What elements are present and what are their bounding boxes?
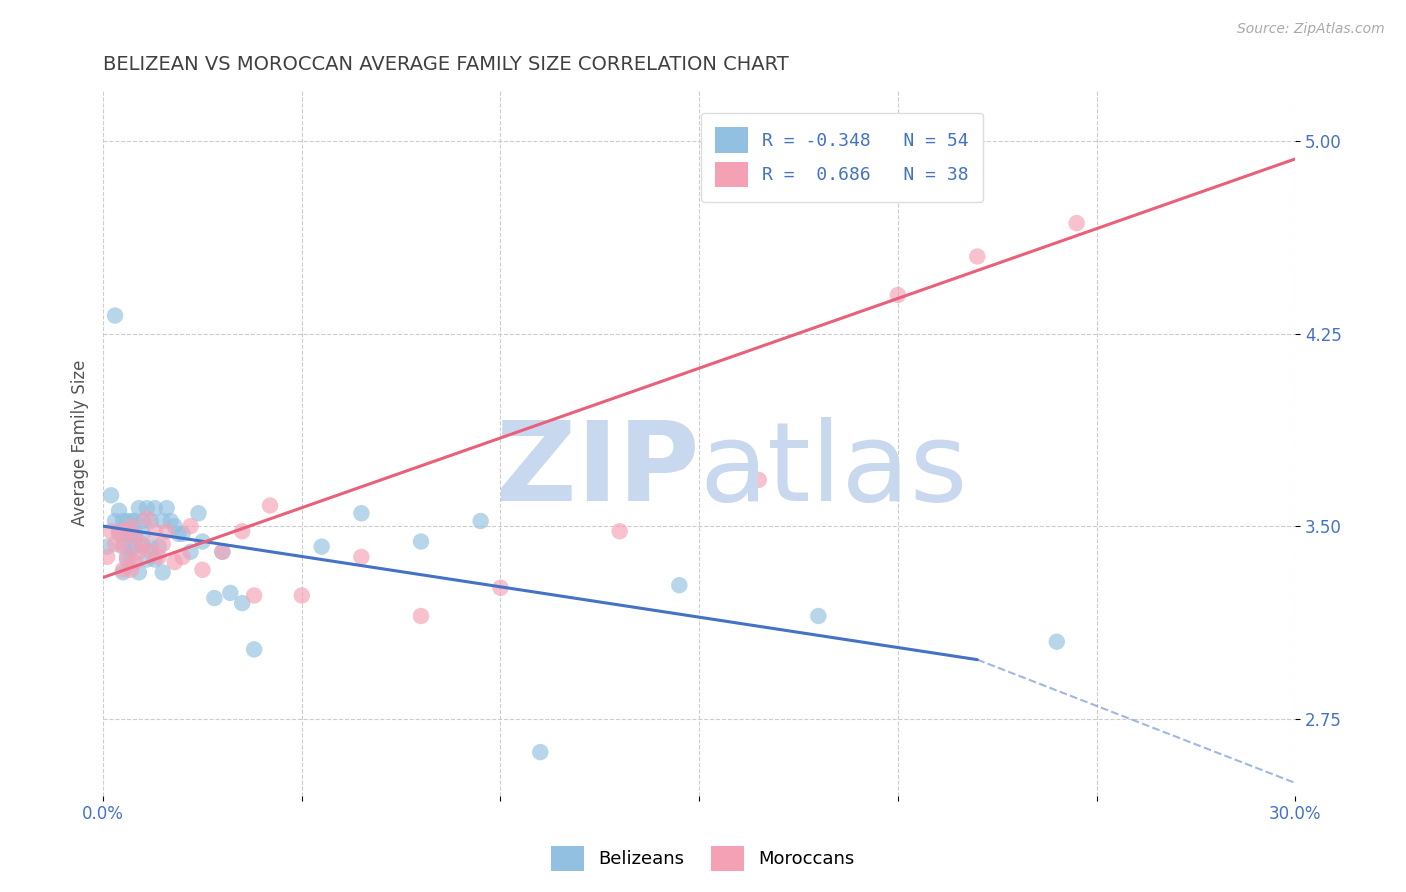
Point [108, 526, 131, 541]
Point [529, 745, 551, 759]
Point [120, 514, 142, 528]
Point [111, 563, 134, 577]
Point [104, 309, 127, 323]
Point [180, 519, 202, 533]
Point [172, 526, 194, 541]
Point [159, 514, 181, 528]
Point [163, 519, 186, 533]
Point [1066, 216, 1088, 230]
Point [887, 288, 910, 302]
Point [100, 488, 122, 502]
Point [128, 566, 150, 580]
Point [115, 552, 138, 566]
Point [115, 524, 138, 539]
Point [202, 591, 225, 605]
Point [135, 501, 157, 516]
Point [111, 537, 134, 551]
Point [96, 540, 118, 554]
Point [148, 540, 170, 554]
Point [111, 540, 134, 554]
Point [124, 540, 146, 554]
Point [115, 526, 138, 541]
Point [111, 514, 134, 528]
Point [152, 537, 174, 551]
Point [143, 524, 166, 539]
Point [489, 581, 512, 595]
Point [259, 499, 281, 513]
Point [807, 609, 830, 624]
Legend: R = -0.348   N = 54, R =  0.686   N = 38: R = -0.348 N = 54, R = 0.686 N = 38 [702, 112, 983, 202]
Point [148, 549, 170, 564]
Point [231, 596, 253, 610]
Point [609, 524, 631, 539]
Point [187, 506, 209, 520]
Point [120, 526, 142, 541]
Point [143, 552, 166, 566]
Point [409, 534, 432, 549]
Point [350, 506, 373, 520]
Point [120, 563, 142, 577]
Point [120, 540, 142, 554]
Point [100, 524, 122, 539]
Point [143, 501, 166, 516]
Point [291, 589, 314, 603]
Text: ZIP: ZIP [496, 417, 699, 524]
Point [132, 537, 155, 551]
Point [128, 545, 150, 559]
Text: Source: ZipAtlas.com: Source: ZipAtlas.com [1237, 22, 1385, 37]
Point [231, 524, 253, 539]
Point [96, 549, 118, 564]
Point [219, 586, 242, 600]
Point [108, 524, 131, 539]
Point [191, 563, 214, 577]
Text: atlas: atlas [699, 417, 967, 524]
Point [111, 566, 134, 580]
Point [115, 514, 138, 528]
Point [180, 545, 202, 559]
Point [167, 526, 190, 541]
Point [311, 540, 333, 554]
Point [120, 552, 142, 566]
Point [211, 545, 233, 559]
Point [191, 534, 214, 549]
Point [152, 566, 174, 580]
Y-axis label: Average Family Size: Average Family Size [72, 359, 89, 526]
Point [1046, 634, 1069, 648]
Point [104, 537, 127, 551]
Point [104, 514, 127, 528]
Point [132, 514, 155, 528]
Point [668, 455, 690, 469]
Point [120, 519, 142, 533]
Point [135, 511, 157, 525]
Point [966, 250, 988, 264]
Point [243, 589, 266, 603]
Point [139, 540, 162, 554]
Point [668, 578, 690, 592]
Point [128, 501, 150, 516]
Point [156, 501, 179, 516]
Point [115, 549, 138, 564]
Point [350, 549, 373, 564]
Point [124, 526, 146, 541]
Point [124, 555, 146, 569]
Point [135, 552, 157, 566]
Text: BELIZEAN VS MOROCCAN AVERAGE FAMILY SIZE CORRELATION CHART: BELIZEAN VS MOROCCAN AVERAGE FAMILY SIZE… [103, 55, 789, 74]
Legend: Belizeans, Moroccans: Belizeans, Moroccans [544, 838, 862, 879]
Point [163, 555, 186, 569]
Point [156, 524, 179, 539]
Point [243, 642, 266, 657]
Point [470, 514, 492, 528]
Point [748, 473, 770, 487]
Point [172, 549, 194, 564]
Point [124, 514, 146, 528]
Point [139, 545, 162, 559]
Point [152, 514, 174, 528]
Point [409, 609, 432, 624]
Point [108, 504, 131, 518]
Point [211, 545, 233, 559]
Point [124, 529, 146, 543]
Point [132, 526, 155, 541]
Point [139, 514, 162, 528]
Point [132, 540, 155, 554]
